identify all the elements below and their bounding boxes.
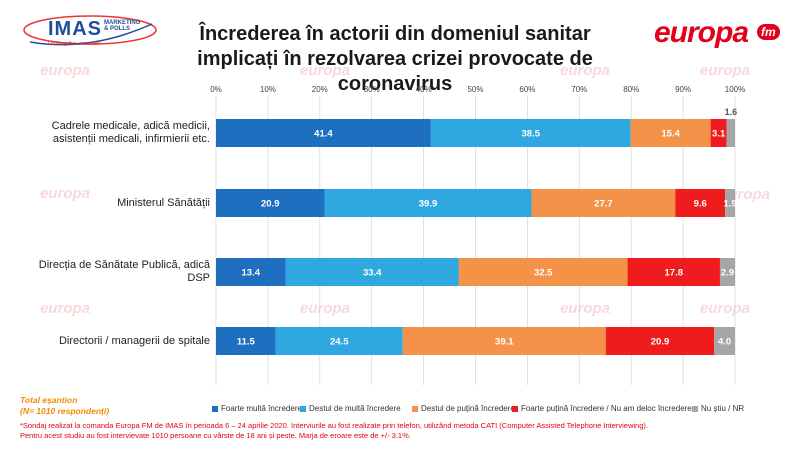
x-tick-label: 50% bbox=[467, 85, 483, 94]
data-label: 4.0 bbox=[718, 337, 731, 348]
survey-footnote: *Sondaj realizat la comanda Europa FM de… bbox=[20, 421, 780, 441]
europa-wordmark: europa bbox=[654, 16, 749, 49]
europa-fm-logo: europa fm bbox=[654, 16, 784, 52]
legend-item: Destul de puțină încredere bbox=[412, 404, 515, 413]
total-sample-note: Total eșantion (N= 1010 respondenți) bbox=[20, 395, 110, 416]
data-label: 15.4 bbox=[661, 129, 680, 140]
bar-segment bbox=[630, 119, 711, 147]
data-label: 3.1 bbox=[712, 129, 726, 140]
bar-segment bbox=[726, 119, 735, 147]
x-tick-label: 80% bbox=[623, 85, 639, 94]
legend-label: Destul de multă încredere bbox=[309, 404, 401, 413]
imas-tagline: Limiting the uncertain bbox=[48, 41, 101, 47]
x-tick-label: 10% bbox=[260, 85, 276, 94]
x-tick-label: 0% bbox=[210, 85, 222, 94]
stacked-bar-chart: 0% 10% 20% 30% 40% 50% 60% 70% 80% 90% 100% 41.4 38.… bbox=[210, 85, 745, 385]
bar-segment bbox=[275, 327, 403, 355]
bar-segment bbox=[216, 258, 286, 286]
data-label: 33.4 bbox=[363, 268, 382, 279]
data-label: 32.5 bbox=[534, 268, 553, 279]
data-label: 20.9 bbox=[261, 199, 280, 210]
bar-segment bbox=[675, 189, 726, 217]
legend-label: Foarte puțină încredere / Nu am deloc în… bbox=[521, 404, 692, 413]
bar-segment bbox=[216, 327, 276, 355]
legend-item: Nu știu / NR bbox=[692, 404, 744, 413]
bar-segment bbox=[627, 258, 720, 286]
imas-swoosh-icon bbox=[23, 15, 157, 46]
footnote-line-2: Pentru acest studiu au fost intervievate… bbox=[20, 431, 411, 440]
bar-segment bbox=[458, 258, 628, 286]
legend-swatch bbox=[300, 405, 306, 412]
x-tick-label: 60% bbox=[519, 85, 535, 94]
data-label: 1.9 bbox=[723, 199, 736, 210]
x-tick-label: 30% bbox=[364, 85, 380, 94]
bar-segment bbox=[719, 258, 735, 286]
legend-label: Nu știu / NR bbox=[701, 404, 745, 413]
imas-subtitle: MARKETING & POLLS bbox=[104, 20, 141, 32]
data-label: 1.6 bbox=[725, 107, 738, 117]
data-label: 20.9 bbox=[651, 337, 670, 348]
data-label: 38.5 bbox=[522, 129, 541, 140]
x-tick-label: 70% bbox=[571, 85, 587, 94]
x-tick-label: 20% bbox=[312, 85, 328, 94]
x-tick-label: 100% bbox=[725, 85, 745, 94]
bar-segment bbox=[714, 327, 735, 355]
bar-segment bbox=[402, 327, 606, 355]
bar-segment bbox=[324, 189, 532, 217]
bar-segment bbox=[430, 119, 631, 147]
legend-swatch bbox=[412, 405, 418, 412]
data-label: 2.9 bbox=[721, 268, 734, 279]
legend-label: Destul de puțină încredere bbox=[421, 404, 515, 413]
category-label: Cadrele medicale, adică medicii, asistenț… bbox=[51, 120, 210, 145]
footnote-line-1: *Sondaj realizat la comanda Europa FM de… bbox=[20, 421, 648, 430]
x-tick-label: 40% bbox=[416, 85, 432, 94]
chart-legend: Foarte multă încredere Destul de multă în… bbox=[212, 404, 792, 418]
data-label: 27.7 bbox=[594, 199, 613, 210]
category-label: Directorii / managerii de spitale bbox=[58, 334, 210, 347]
data-label: 9.6 bbox=[694, 199, 707, 210]
legend-item: Foarte puțină încredere / Nu am deloc în… bbox=[512, 404, 692, 413]
imas-wordmark: IMAS bbox=[48, 18, 102, 40]
data-label: 39.1 bbox=[495, 337, 514, 348]
chart-title: Încrederea în actorii din domeniul sanit… bbox=[197, 23, 593, 95]
x-tick-label: 90% bbox=[675, 85, 691, 94]
legend-item: Destul de multă încredere bbox=[300, 404, 401, 413]
bar-segment bbox=[605, 327, 715, 355]
category-label: Ministerul Sănătății bbox=[117, 196, 210, 209]
bar-segment bbox=[285, 258, 459, 286]
bar-segment bbox=[216, 189, 325, 217]
legend-swatch bbox=[512, 405, 518, 412]
fm-badge: fm bbox=[757, 24, 780, 40]
legend-label: Foarte multă încredere bbox=[221, 404, 302, 413]
bar-segment bbox=[216, 119, 431, 147]
bar-segment bbox=[710, 119, 727, 147]
data-label: 24.5 bbox=[330, 337, 349, 348]
data-label: 13.4 bbox=[242, 268, 261, 279]
data-label: 17.8 bbox=[665, 268, 684, 279]
legend-swatch bbox=[692, 405, 698, 412]
legend-item: Foarte multă încredere bbox=[212, 404, 302, 413]
legend-swatch bbox=[212, 405, 218, 412]
data-label: 11.5 bbox=[237, 337, 256, 348]
bar-segment bbox=[725, 189, 735, 217]
data-label: 39.9 bbox=[419, 199, 438, 210]
imas-logo: IMAS MARKETING & POLLS Limiting the uncer… bbox=[20, 12, 160, 52]
bar-segment bbox=[531, 189, 676, 217]
category-label: Direcția de Sănătate Publică, adică DSP bbox=[38, 259, 210, 284]
data-label: 41.4 bbox=[314, 129, 333, 140]
